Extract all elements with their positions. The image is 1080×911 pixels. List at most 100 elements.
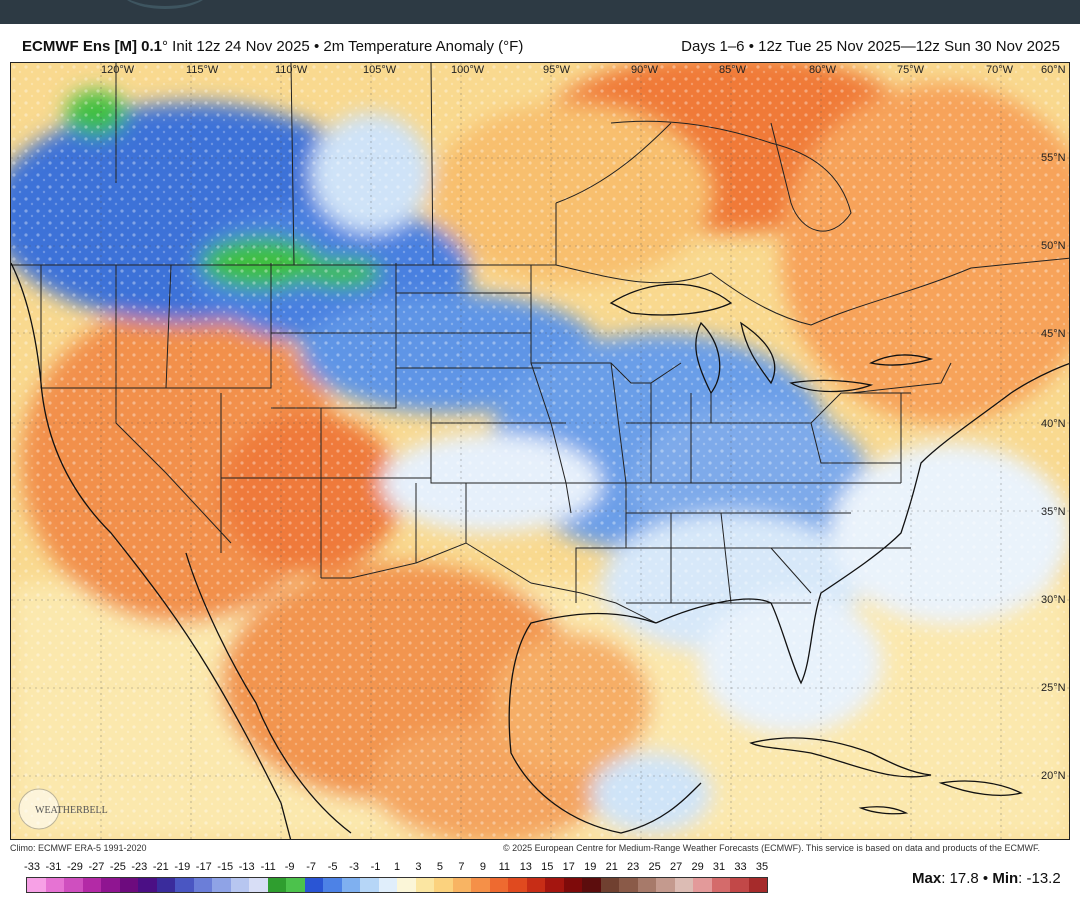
colorbar-label: -25 [109, 861, 126, 873]
lon-label: 80°W [809, 64, 837, 76]
lat-label: 55°N [1041, 152, 1066, 164]
colorbar-swatch [341, 878, 360, 892]
colorbar-swatch [64, 878, 83, 892]
colorbar-label: 35 [755, 861, 769, 873]
colorbar-swatch [82, 878, 101, 892]
colorbar-label: -5 [327, 861, 338, 873]
colorbar-swatch [508, 878, 527, 892]
copyright-note: © 2025 European Centre for Medium-Range … [503, 843, 1041, 853]
colorbar-label: 19 [584, 861, 597, 873]
colorbar-swatch [711, 878, 730, 892]
max-value: 17.8 [949, 870, 979, 887]
colorbar-label: -31 [45, 861, 62, 873]
colorbar [26, 877, 768, 893]
lat-label: 50°N [1041, 240, 1066, 252]
lon-label: 95°W [543, 64, 571, 76]
latitude-labels: 60°N 55°N 50°N 45°N 40°N 35°N 30°N 25°N … [1041, 64, 1066, 782]
colorbar-swatch [471, 878, 490, 892]
colorbar-label: 29 [691, 861, 704, 873]
colorbar-swatch [323, 878, 342, 892]
climo-note: Climo: ECMWF ERA-5 1991-2020 [10, 843, 147, 853]
colorbar-label: -3 [349, 861, 359, 873]
colorbar-swatch [230, 878, 249, 892]
colorbar-label: -21 [152, 861, 169, 873]
min-value: -13.2 [1026, 870, 1061, 887]
colorbar-swatch [212, 878, 231, 892]
colorbar-label: 1 [393, 861, 401, 873]
lon-label: 105°W [363, 64, 397, 76]
colorbar-swatch [600, 878, 619, 892]
lon-label: 70°W [986, 64, 1014, 76]
map-canvas: 120°W 115°W 110°W 105°W 100°W 95°W 90°W … [11, 63, 1069, 839]
colorbar-label: 31 [712, 861, 726, 873]
temperature-anomaly-map: 120°W 115°W 110°W 105°W 100°W 95°W 90°W … [10, 62, 1070, 840]
colorbar-swatch [526, 878, 545, 892]
colorbar-label: 11 [498, 861, 511, 873]
colorbar-label: 21 [605, 861, 618, 873]
colorbar-swatch [637, 878, 656, 892]
lon-label: 90°W [631, 64, 659, 76]
lat-label: 35°N [1041, 506, 1066, 518]
lat-label: 25°N [1041, 682, 1066, 694]
colorbar-swatch [249, 878, 268, 892]
lon-label: 115°W [186, 64, 219, 76]
colorbar-swatch [545, 878, 564, 892]
forecast-period: Days 1–6 • 12z Tue 25 Nov 2025—12z Sun 3… [681, 38, 1060, 55]
max-label: Max [912, 870, 942, 887]
colorbar-swatch [101, 878, 120, 892]
colorbar-label: -27 [88, 861, 105, 873]
colorbar-label: -1 [370, 861, 381, 873]
colorbar-label: 3 [415, 861, 422, 873]
colorbar-label: -19 [174, 861, 191, 873]
colorbar-swatch [656, 878, 675, 892]
colorbar-swatch [619, 878, 638, 892]
colorbar-label: 25 [648, 861, 661, 873]
colorbar-swatch [397, 878, 416, 892]
colorbar-swatch [748, 878, 767, 892]
colorbar-swatch [267, 878, 286, 892]
lon-label: 85°W [719, 64, 747, 76]
weatherbell-logo: WEATHERBELL [18, 788, 108, 830]
colorbar-label: 23 [627, 861, 640, 873]
lon-label: 110°W [275, 64, 308, 76]
colorbar-swatch [119, 878, 138, 892]
colorbar-swatch [304, 878, 323, 892]
lat-label: 30°N [1041, 594, 1066, 606]
colorbar-swatch [360, 878, 379, 892]
colorbar-swatch [693, 878, 712, 892]
colorbar-swatch [156, 878, 175, 892]
colorbar-labels: -33 -31 -29 -27 -25 -23 -21 -19 -17 -15 -13 -11 -9 -7… [24, 861, 769, 875]
colorbar-swatch [489, 878, 508, 892]
lat-label: 60°N [1041, 64, 1066, 76]
colorbar-label: -7 [306, 861, 316, 873]
colorbar-label: -9 [284, 861, 295, 873]
colorbar-label: -13 [238, 861, 255, 873]
lon-label: 100°W [451, 64, 485, 76]
lat-label: 45°N [1041, 328, 1066, 340]
lon-label: 75°W [897, 64, 925, 76]
colorbar-swatch [582, 878, 601, 892]
colorbar-swatch [563, 878, 582, 892]
map-title: ECMWF Ens [M] 0.1° Init 12z 24 Nov 2025 … [22, 38, 523, 55]
graticule [11, 63, 1069, 839]
lat-label: 20°N [1041, 770, 1066, 782]
colorbar-label: 17 [562, 861, 575, 873]
colorbar-label: -17 [195, 861, 212, 873]
lon-label: 120°W [101, 64, 135, 76]
min-label: Min [992, 870, 1019, 887]
longitude-labels: 120°W 115°W 110°W 105°W 100°W 95°W 90°W … [101, 64, 1014, 76]
colorbar-swatch [193, 878, 212, 892]
colorbar-swatch [434, 878, 453, 892]
colorbar-label: 27 [669, 861, 683, 873]
colorbar-label: 15 [541, 861, 554, 873]
colorbar-label: 7 [458, 861, 465, 873]
colorbar-swatch [415, 878, 434, 892]
boundaries [11, 63, 1069, 624]
map-footer [0, 840, 1080, 911]
logo-text: WEATHERBELL [35, 805, 108, 816]
colorbar-swatch [286, 878, 305, 892]
colorbar-label: -23 [131, 861, 148, 873]
colorbar-label: 13 [519, 861, 532, 873]
colorbar-label: 33 [734, 861, 747, 873]
colorbar-swatch [452, 878, 471, 892]
